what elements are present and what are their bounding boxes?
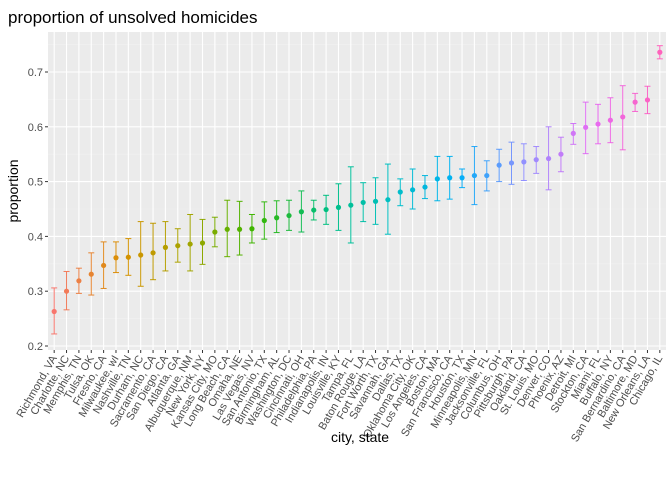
data-point xyxy=(311,207,317,213)
y-axis-title: proportion xyxy=(5,159,21,222)
y-tick-label: 0.6 xyxy=(28,122,43,134)
data-point xyxy=(348,202,354,208)
plot-panel xyxy=(48,32,666,350)
data-point xyxy=(570,130,576,136)
data-point xyxy=(496,162,502,168)
y-tick-label: 0.3 xyxy=(28,286,43,298)
data-point xyxy=(360,199,366,206)
data-point xyxy=(286,212,292,219)
data-point xyxy=(138,252,144,258)
data-point xyxy=(162,244,169,250)
data-point xyxy=(620,114,626,120)
data-point xyxy=(422,184,428,190)
data-point xyxy=(447,175,453,181)
data-point xyxy=(484,172,490,179)
data-point xyxy=(372,198,379,204)
points xyxy=(51,49,663,315)
data-point xyxy=(125,254,131,260)
data-point xyxy=(175,243,181,249)
data-point xyxy=(51,308,57,315)
data-point xyxy=(434,176,440,182)
data-point xyxy=(323,206,329,213)
data-point xyxy=(150,250,156,256)
data-point xyxy=(545,155,552,162)
data-point xyxy=(274,215,280,221)
data-point xyxy=(471,172,478,179)
data-point xyxy=(410,187,416,193)
y-tick-label: 0.4 xyxy=(28,231,43,243)
data-point xyxy=(113,255,119,261)
data-point xyxy=(101,262,107,269)
data-point xyxy=(508,160,515,166)
data-point xyxy=(63,288,70,294)
data-point xyxy=(261,217,267,224)
data-point xyxy=(595,121,601,127)
data-point xyxy=(644,97,651,103)
data-point xyxy=(187,241,193,247)
grid-major xyxy=(48,32,666,350)
data-point xyxy=(657,49,663,55)
data-point xyxy=(224,226,230,232)
data-point xyxy=(459,175,465,181)
x-axis-title: city, state xyxy=(331,429,389,445)
data-point xyxy=(533,157,539,163)
data-point xyxy=(88,271,94,277)
data-point xyxy=(236,226,243,232)
data-point xyxy=(249,226,255,232)
y-axis-ticks: 0.2 0.3 0.4 0.5 0.6 0.7 xyxy=(28,67,48,353)
data-point xyxy=(632,99,638,105)
data-point xyxy=(76,278,82,284)
y-tick-label: 0.5 xyxy=(28,177,43,189)
data-point xyxy=(558,151,564,157)
data-point xyxy=(583,124,589,130)
data-point xyxy=(521,159,527,165)
data-point xyxy=(397,189,403,195)
data-point xyxy=(199,240,206,246)
data-point xyxy=(385,197,391,203)
chart-title: proportion of unsolved homicides xyxy=(8,8,257,27)
data-point xyxy=(298,209,304,215)
data-point xyxy=(607,117,613,123)
y-tick-label: 0.2 xyxy=(28,341,43,353)
data-point xyxy=(335,204,342,210)
data-point xyxy=(212,229,218,235)
y-tick-label: 0.7 xyxy=(28,67,43,79)
